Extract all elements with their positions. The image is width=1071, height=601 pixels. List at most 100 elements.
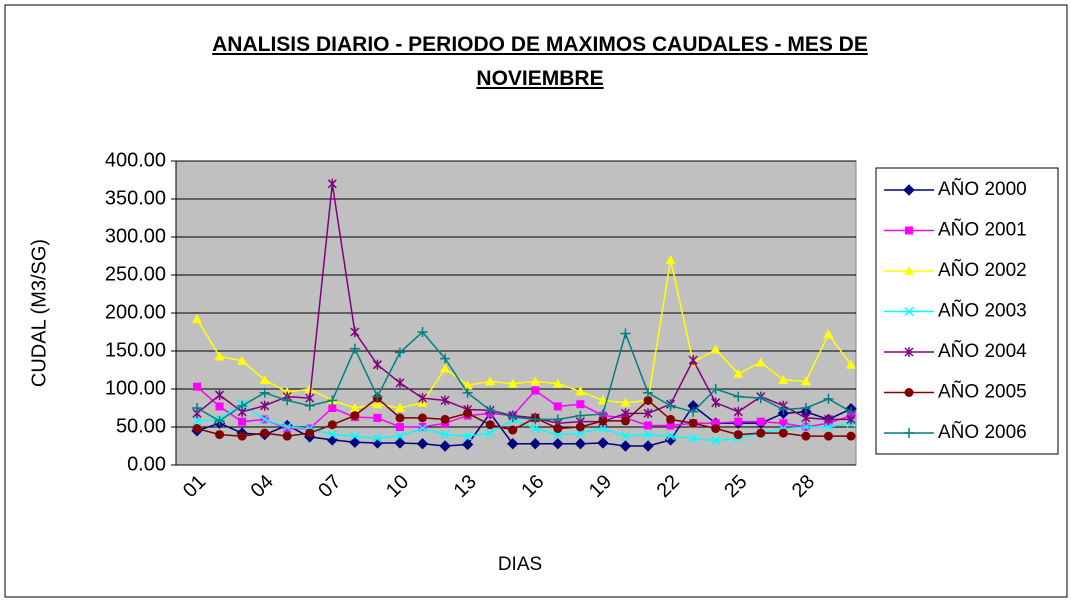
data-point <box>575 410 586 421</box>
marker-shape <box>710 384 721 394</box>
marker-shape <box>417 393 428 404</box>
data-point <box>530 423 540 434</box>
data-point <box>395 377 405 388</box>
data-point <box>688 418 698 428</box>
data-point <box>327 430 337 440</box>
marker-shape <box>778 428 788 438</box>
data-point <box>688 355 698 366</box>
data-point <box>238 417 247 426</box>
data-point <box>643 430 653 440</box>
data-point <box>552 438 564 450</box>
marker-shape <box>904 266 914 275</box>
data-point <box>711 419 720 428</box>
data-point <box>259 387 270 398</box>
legend-marker <box>905 226 913 235</box>
marker-shape <box>755 357 766 367</box>
marker-shape <box>508 425 518 435</box>
data-point <box>463 431 473 441</box>
data-point <box>372 391 383 402</box>
marker-shape <box>214 415 225 426</box>
data-point <box>666 431 676 441</box>
data-point <box>395 413 405 423</box>
marker-shape <box>327 430 337 440</box>
data-point <box>755 393 766 404</box>
data-point <box>711 436 721 446</box>
data-point <box>644 421 653 430</box>
marker-shape <box>756 428 766 438</box>
data-point <box>620 416 630 426</box>
marker-shape <box>597 409 608 420</box>
marker-shape <box>440 430 450 440</box>
marker-shape <box>552 378 563 388</box>
marker-shape <box>349 436 361 448</box>
data-point <box>349 403 360 412</box>
marker-shape <box>597 395 608 405</box>
data-point <box>215 430 225 440</box>
marker-shape <box>237 400 248 411</box>
data-point <box>215 390 225 401</box>
data-point <box>823 393 834 404</box>
y-axis-label: CUDAL (M3/SG) <box>28 239 50 387</box>
marker-shape <box>192 403 202 413</box>
marker-shape <box>711 397 721 408</box>
marker-shape <box>372 399 383 409</box>
marker-shape <box>193 382 201 391</box>
data-point <box>620 328 631 339</box>
data-point <box>552 378 563 388</box>
data-point <box>440 414 450 424</box>
data-point <box>734 417 743 426</box>
marker-shape <box>260 428 270 438</box>
marker-shape <box>575 422 585 432</box>
marker-shape <box>553 402 562 411</box>
data-point <box>553 424 563 434</box>
legend-marker <box>904 266 914 275</box>
marker-shape <box>439 440 451 452</box>
data-point <box>417 423 428 434</box>
marker-shape <box>260 414 270 424</box>
data-point <box>711 397 721 408</box>
marker-shape <box>461 438 474 451</box>
marker-shape <box>395 431 405 441</box>
marker-shape <box>643 395 653 405</box>
data-point <box>349 436 361 448</box>
series-line <box>196 183 851 424</box>
marker-shape <box>440 353 451 364</box>
data-point <box>485 405 496 416</box>
marker-shape <box>756 417 765 426</box>
data-point <box>304 400 315 411</box>
marker-shape <box>576 400 585 409</box>
data-point <box>688 433 698 443</box>
data-point <box>823 422 833 432</box>
marker-shape <box>597 437 609 449</box>
marker-shape <box>350 327 360 337</box>
marker-shape <box>282 431 292 441</box>
marker-shape <box>282 422 292 432</box>
legend-label: AÑO 2000 <box>938 178 1027 200</box>
marker-shape <box>485 428 495 438</box>
marker-shape <box>734 417 743 426</box>
data-point <box>801 422 811 432</box>
marker-shape <box>395 423 404 431</box>
data-point <box>440 353 451 364</box>
data-point <box>666 421 675 430</box>
data-point <box>620 397 631 407</box>
marker-shape <box>823 422 833 432</box>
legend-label: AÑO 2006 <box>938 421 1027 443</box>
marker-shape <box>304 400 315 411</box>
y-tick-label: 0.00 <box>127 453 166 475</box>
data-point <box>461 438 474 451</box>
marker-shape <box>846 359 856 369</box>
data-point <box>372 399 383 409</box>
data-point <box>598 423 608 434</box>
data-point <box>800 376 811 386</box>
marker-shape <box>462 380 473 390</box>
legend-marker <box>904 306 914 317</box>
chart-title: ANALISIS DIARIO - PERIODO DE MAXIMOS CAU… <box>212 33 868 90</box>
data-point <box>756 428 766 438</box>
marker-shape <box>373 413 382 422</box>
data-point <box>192 403 202 413</box>
data-point <box>372 359 382 370</box>
marker-shape <box>350 431 360 441</box>
marker-shape <box>711 419 720 428</box>
data-point <box>215 402 224 411</box>
